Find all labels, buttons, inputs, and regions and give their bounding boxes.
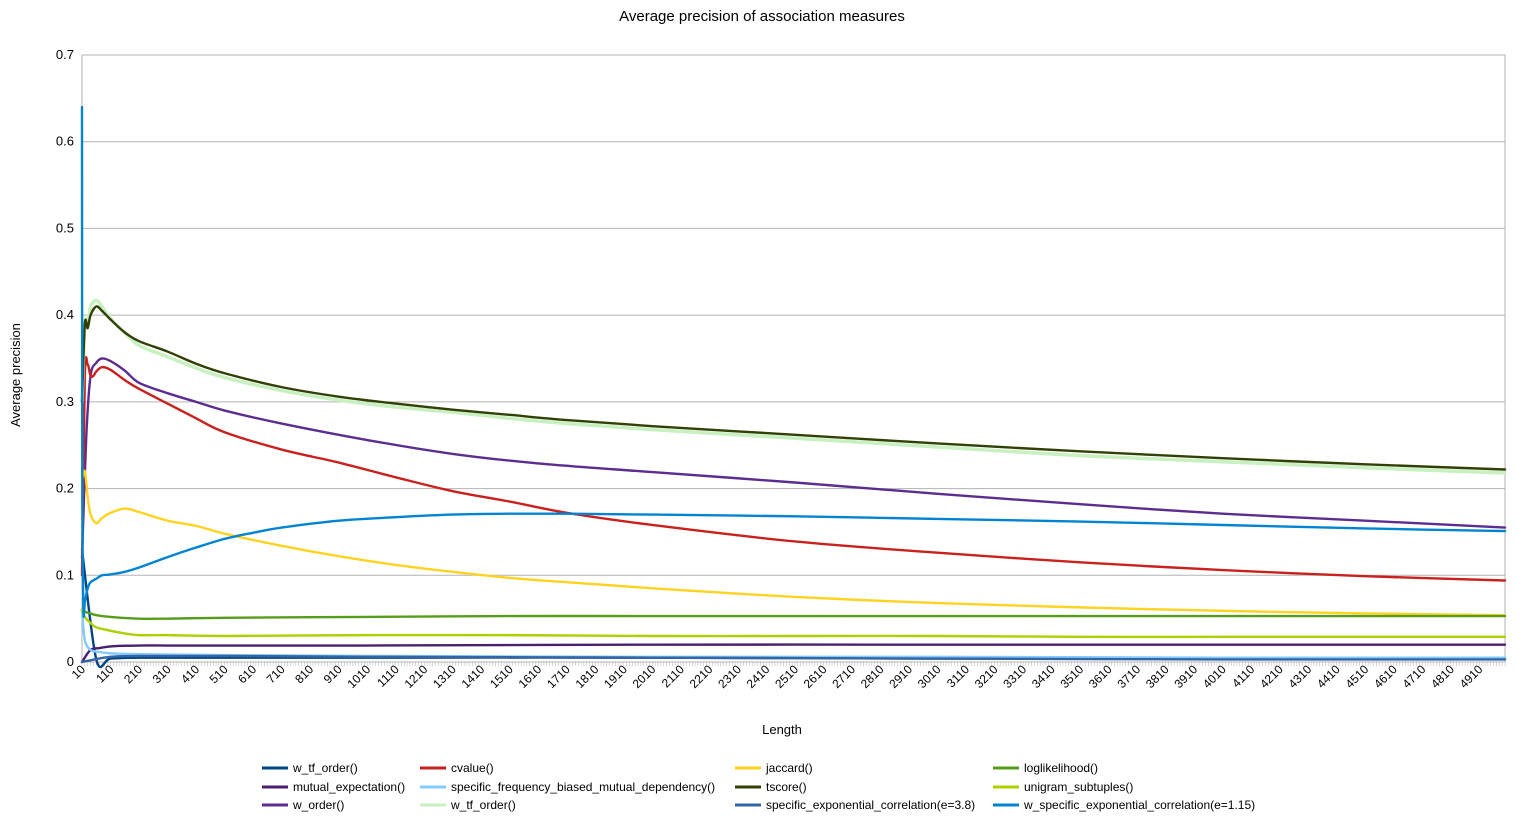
x-tick-label: 3010 [915, 662, 944, 691]
x-tick-label: 1310 [430, 662, 459, 691]
legend-label: cvalue() [451, 761, 494, 775]
chart-title: Average precision of association measure… [619, 8, 905, 25]
x-tick-label: 4010 [1200, 662, 1229, 691]
legend-entry: unigram_subtuples() [993, 780, 1133, 794]
x-tick-label: 3310 [1000, 662, 1029, 691]
series-line-5 [80, 298, 1507, 475]
x-tick-label: 3510 [1057, 662, 1086, 691]
x-tick-label: 2110 [659, 662, 687, 690]
legend-label: mutual_expectation() [293, 780, 405, 794]
x-tick-label: 1810 [573, 662, 602, 691]
x-tick-label: 1110 [374, 662, 402, 690]
x-tick-label: 4410 [1314, 662, 1343, 691]
series-line-9 [80, 608, 1507, 620]
legend-label: tscore() [766, 780, 807, 794]
x-tick-label: 3810 [1143, 662, 1172, 691]
legend-entry: w_specific_exponential_correlation(e=1.1… [993, 798, 1255, 812]
y-tick-label: 0.5 [56, 220, 74, 235]
x-tick-label: 2010 [630, 662, 659, 691]
legend-label: w_tf_order() [292, 761, 358, 775]
legend-entry: specific_exponential_correlation(e=3.8) [735, 798, 975, 812]
legend-entry: mutual_expectation() [262, 780, 405, 794]
legend-label: specific_exponential_correlation(e=3.8) [766, 798, 975, 812]
x-tick-label: 1010 [345, 662, 374, 691]
x-tick-label: 2610 [801, 662, 830, 691]
x-tick-label: 3910 [1172, 662, 1201, 691]
legend-label: w_specific_exponential_correlation(e=1.1… [1023, 798, 1255, 812]
x-tick-label: 2210 [687, 662, 716, 691]
x-tick-label: 2910 [886, 662, 915, 691]
legend-entry: w_tf_order() [420, 798, 516, 812]
x-tick-label: 2710 [829, 662, 858, 691]
x-tick-label: 2410 [744, 662, 773, 691]
y-tick-label: 0.1 [56, 567, 74, 582]
y-tick-label: 0 [67, 654, 74, 669]
legend-entry: w_order() [262, 798, 344, 812]
series-line-1 [80, 643, 1507, 664]
series-line-10 [80, 608, 1507, 639]
grid-layer [82, 54, 1505, 663]
y-tick-label: 0.2 [56, 481, 74, 496]
y-tick-label: 0.3 [56, 394, 74, 409]
y-tick-labels: 0 0.1 0.2 0.3 0.4 0.5 0.6 0.7 [56, 47, 74, 669]
x-tick-label: 1210 [402, 662, 431, 691]
x-tick-label: 4510 [1343, 662, 1372, 691]
x-tick-label: 4110 [1229, 662, 1257, 690]
legend: w_tf_order() cvalue() jaccard() loglikeliho… [262, 761, 1255, 812]
x-tick-label: 1510 [487, 662, 516, 691]
x-tick-label: 3610 [1086, 662, 1115, 691]
x-tick-label: 1910 [601, 662, 630, 691]
legend-label: w_order() [292, 798, 344, 812]
x-axis-title: Length [762, 722, 802, 737]
y-tick-label: 0.7 [56, 47, 74, 62]
x-tick-label: 4810 [1428, 662, 1457, 691]
legend-entry: tscore() [735, 780, 807, 794]
y-axis-title: Average precision [8, 323, 23, 427]
x-tick-label: 4710 [1400, 662, 1429, 691]
x-tick-label: 1710 [544, 662, 573, 691]
x-tick-label: 3410 [1029, 662, 1058, 691]
x-tick-label: 3110 [944, 662, 972, 690]
x-tick-label: 1610 [516, 662, 545, 691]
x-tick-label: 3210 [972, 662, 1001, 691]
x-tick-label: 4610 [1371, 662, 1400, 691]
x-tick-label: 4910 [1457, 662, 1486, 691]
legend-label: specific_frequency_biased_mutual_depende… [451, 780, 715, 794]
series-line-7 [80, 305, 1507, 471]
legend-entry: jaccard() [735, 761, 813, 775]
x-tick-label: 4210 [1257, 662, 1286, 691]
series-line-8 [80, 654, 1507, 664]
series-line-2 [80, 357, 1507, 560]
legend-label: loglikelihood() [1024, 761, 1098, 775]
legend-entry: cvalue() [420, 761, 494, 775]
legend-entry: loglikelihood() [993, 761, 1098, 775]
x-tick-label: 2310 [715, 662, 744, 691]
series-layer [80, 105, 1507, 669]
x-tick-label: 2810 [858, 662, 887, 691]
legend-label: jaccard() [765, 761, 813, 775]
y-tick-label: 0.6 [56, 134, 74, 149]
x-tick-label: 2510 [772, 662, 801, 691]
legend-entry: specific_frequency_biased_mutual_depende… [420, 780, 715, 794]
series-line-3 [80, 356, 1507, 582]
x-tick-label: 4310 [1286, 662, 1315, 691]
legend-entry: w_tf_order() [262, 761, 358, 775]
series-line-11 [80, 105, 1507, 618]
legend-label: w_tf_order() [450, 798, 516, 812]
series-line-0 [80, 548, 1507, 669]
x-tick-label: 1410 [459, 662, 488, 691]
y-tick-label: 0.4 [56, 307, 74, 322]
legend-label: unigram_subtuples() [1024, 780, 1133, 794]
x-tick-label: 3710 [1114, 662, 1143, 691]
series-line-6 [80, 469, 1507, 617]
